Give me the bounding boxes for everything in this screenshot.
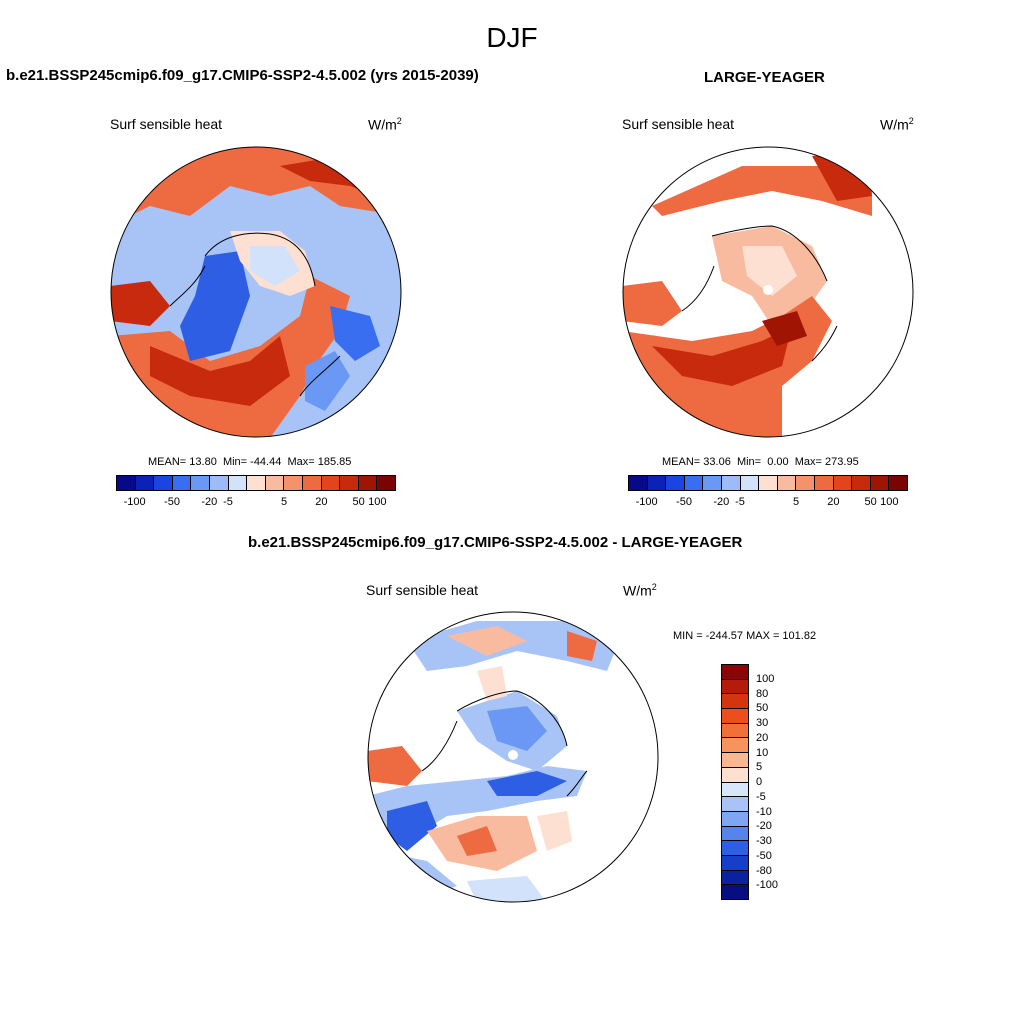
colorbar-tick-label: 50 (352, 496, 365, 508)
colorbar-swatch (722, 811, 748, 827)
obs-colorbar-ticks: -100 -50 -20 -5 5 20 50 100 (628, 496, 908, 510)
diff-variable-label: Surf sensible heat (366, 582, 479, 598)
colorbar-swatch (721, 476, 741, 490)
colorbar-tick-label: 5 (280, 496, 288, 508)
colorbar-swatch (889, 476, 907, 490)
colorbar-swatch (284, 476, 303, 490)
colorbar-swatch (722, 738, 748, 754)
diff-panel-title: b.e21.BSSP245cmip6.f09_g17.CMIP6-SSP2-4.… (248, 534, 743, 551)
colorbar-swatch (722, 855, 748, 871)
diff-polar-map (367, 611, 659, 903)
colorbar-swatch (302, 476, 322, 490)
colorbar-swatch (796, 476, 815, 490)
colorbar-swatch (191, 476, 210, 490)
test-panel-title: b.e21.BSSP245cmip6.f09_g17.CMIP6-SSP2-4.… (6, 67, 479, 84)
colorbar-tick-label: 20 (827, 496, 840, 508)
colorbar-tick-label: -20 (756, 820, 772, 833)
colorbar-swatch (722, 709, 748, 724)
colorbar-tick-label: 10 (756, 746, 769, 759)
colorbar-swatch (265, 476, 285, 490)
colorbar-swatch (814, 476, 834, 490)
colorbar-tick-label: 20 (756, 731, 769, 744)
test-colorbar (116, 475, 396, 491)
colorbar-tick-label: -5 (223, 496, 233, 508)
test-stats: MEAN= 13.80 Min= -44.44 Max= 185.85 (148, 456, 352, 468)
colorbar-tick-label: 100 (880, 496, 899, 508)
colorbar-swatch (377, 476, 395, 490)
colorbar-tick-label: -50 (164, 496, 180, 508)
test-polar-map (110, 146, 402, 438)
colorbar-tick-label: 20 (315, 496, 328, 508)
colorbar-tick-label: 100 (756, 672, 775, 685)
colorbar-tick-label: 50 (864, 496, 877, 508)
colorbar-swatch (722, 753, 748, 768)
colorbar-tick-label: 80 (756, 687, 769, 700)
colorbar-swatch (852, 476, 871, 490)
colorbar-tick-label: 5 (756, 761, 763, 774)
colorbar-swatch (833, 476, 853, 490)
test-variable-label: Surf sensible heat (110, 116, 223, 132)
colorbar-tick-label: -20 (713, 496, 730, 508)
colorbar-swatch (154, 476, 173, 490)
colorbar-tick-label: 50 (756, 702, 769, 715)
colorbar-tick-label: -100 (635, 496, 658, 508)
colorbar-swatch (247, 476, 266, 490)
obs-stats: MEAN= 33.06 Min= 0.00 Max= 273.95 (662, 456, 859, 468)
colorbar-swatch (629, 476, 648, 490)
colorbar-tick-label: -5 (756, 790, 766, 803)
colorbar-tick-label: -30 (756, 835, 772, 847)
diff-units-label: W/m2 (623, 582, 657, 599)
colorbar-swatch (722, 723, 748, 739)
diff-colorbar (721, 664, 749, 900)
colorbar-swatch (340, 476, 359, 490)
colorbar-swatch (722, 797, 748, 812)
obs-colorbar (628, 475, 908, 491)
colorbar-tick-label: -100 (756, 879, 779, 892)
diff-colorbar-ticks: 100 80 50 30 20 10 5 0 -5 -10 -20 -30 -50 -80 -100 (756, 664, 796, 900)
colorbar-swatch (722, 826, 748, 842)
colorbar-swatch (172, 476, 192, 490)
colorbar-swatch (722, 665, 748, 680)
obs-variable-label: Surf sensible heat (622, 116, 735, 132)
colorbar-tick-label: 100 (368, 496, 387, 508)
colorbar-swatch (722, 782, 748, 798)
obs-units-label: W/m2 (880, 116, 914, 133)
colorbar-tick-label: -50 (756, 849, 772, 862)
colorbar-swatch (722, 885, 748, 899)
colorbar-swatch (722, 841, 748, 856)
colorbar-swatch (722, 679, 748, 695)
colorbar-swatch (135, 476, 155, 490)
test-units-label: W/m2 (368, 116, 402, 133)
obs-polar-map (622, 146, 914, 438)
colorbar-swatch (777, 476, 797, 490)
colorbar-tick-label: -10 (756, 805, 772, 818)
colorbar-tick-label: -80 (756, 864, 772, 877)
colorbar-tick-label: 5 (792, 496, 800, 508)
colorbar-swatch (759, 476, 778, 490)
colorbar-tick-label: 30 (756, 717, 769, 729)
colorbar-swatch (117, 476, 136, 490)
colorbar-tick-label: -50 (676, 496, 692, 508)
colorbar-swatch (647, 476, 667, 490)
colorbar-tick-label: -20 (201, 496, 218, 508)
colorbar-swatch (722, 694, 748, 710)
colorbar-tick-label: 0 (756, 776, 763, 788)
colorbar-tick-label: -5 (735, 496, 745, 508)
colorbar-swatch (358, 476, 378, 490)
colorbar-swatch (703, 476, 722, 490)
colorbar-swatch (722, 767, 748, 783)
diff-minmax: MIN = -244.57 MAX = 101.82 (673, 630, 817, 642)
colorbar-swatch (321, 476, 341, 490)
colorbar-swatch (684, 476, 704, 490)
colorbar-swatch (870, 476, 890, 490)
colorbar-swatch (228, 476, 248, 490)
colorbar-swatch (740, 476, 760, 490)
season-title: DJF (486, 22, 538, 53)
test-colorbar-ticks: -100 -50 -20 -5 5 20 50 100 (116, 496, 396, 510)
colorbar-swatch (209, 476, 229, 490)
colorbar-swatch (722, 870, 748, 886)
obs-panel-title: LARGE-YEAGER (704, 69, 825, 86)
colorbar-tick-label: -100 (123, 496, 146, 508)
colorbar-swatch (666, 476, 685, 490)
